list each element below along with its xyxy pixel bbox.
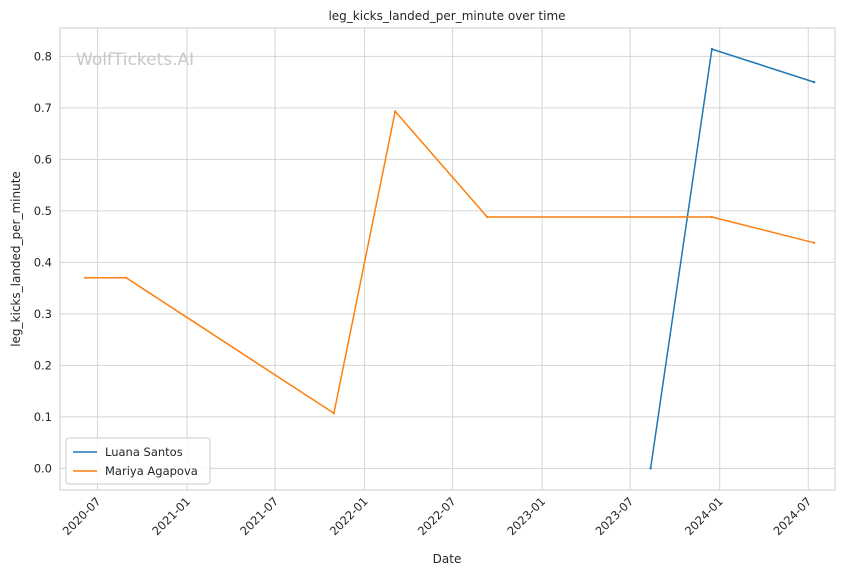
data-point	[124, 276, 128, 279]
y-axis-label: leg_kicks_landed_per_minute	[9, 171, 23, 347]
series-line-0	[649, 48, 815, 469]
y-tick-label: 0.4	[34, 255, 52, 269]
y-tick-label: 0.8	[34, 49, 52, 63]
plot-area-frame	[59, 27, 836, 491]
y-tick-label: 0.3	[34, 307, 52, 321]
x-tick-label: 2020-07	[60, 494, 104, 538]
y-tick-label: 0.0	[34, 461, 52, 475]
y-tick-label: 0.2	[34, 358, 52, 372]
legend-label: Luana Santos	[105, 445, 183, 459]
y-tick-label: 0.5	[34, 204, 52, 218]
x-tick-label: 2021-07	[237, 494, 281, 538]
series-layer	[84, 47, 816, 470]
x-axis-label: Date	[433, 552, 462, 566]
x-tick-label: 2024-07	[770, 494, 814, 538]
x-tick-label: 2023-01	[504, 494, 548, 538]
grid	[60, 28, 835, 490]
y-tick-label: 0.6	[34, 152, 52, 166]
chart-title: leg_kicks_landed_per_minute over time	[328, 9, 565, 23]
x-tick-label: 2022-07	[415, 494, 459, 538]
data-point	[84, 276, 87, 279]
data-point	[332, 412, 336, 415]
x-tick-label: 2024-01	[682, 494, 726, 538]
data-point	[812, 241, 816, 244]
data-point	[485, 215, 489, 219]
x-tick-label: 2022-01	[327, 494, 371, 538]
data-point	[710, 215, 714, 219]
watermark: WolfTickets.AI	[76, 50, 194, 70]
legend: Luana Santos Mariya Agapova	[65, 437, 211, 485]
y-tick-label: 0.7	[34, 101, 52, 115]
data-point	[649, 467, 652, 470]
data-point	[812, 80, 816, 84]
x-tick-label: 2021-01	[149, 494, 193, 538]
data-point	[394, 110, 397, 113]
x-tick-label: 2023-07	[592, 494, 636, 538]
legend-frame	[65, 437, 211, 485]
data-point	[710, 47, 714, 51]
y-tick-label: 0.1	[34, 410, 52, 424]
legend-label: Mariya Agapova	[105, 464, 198, 478]
